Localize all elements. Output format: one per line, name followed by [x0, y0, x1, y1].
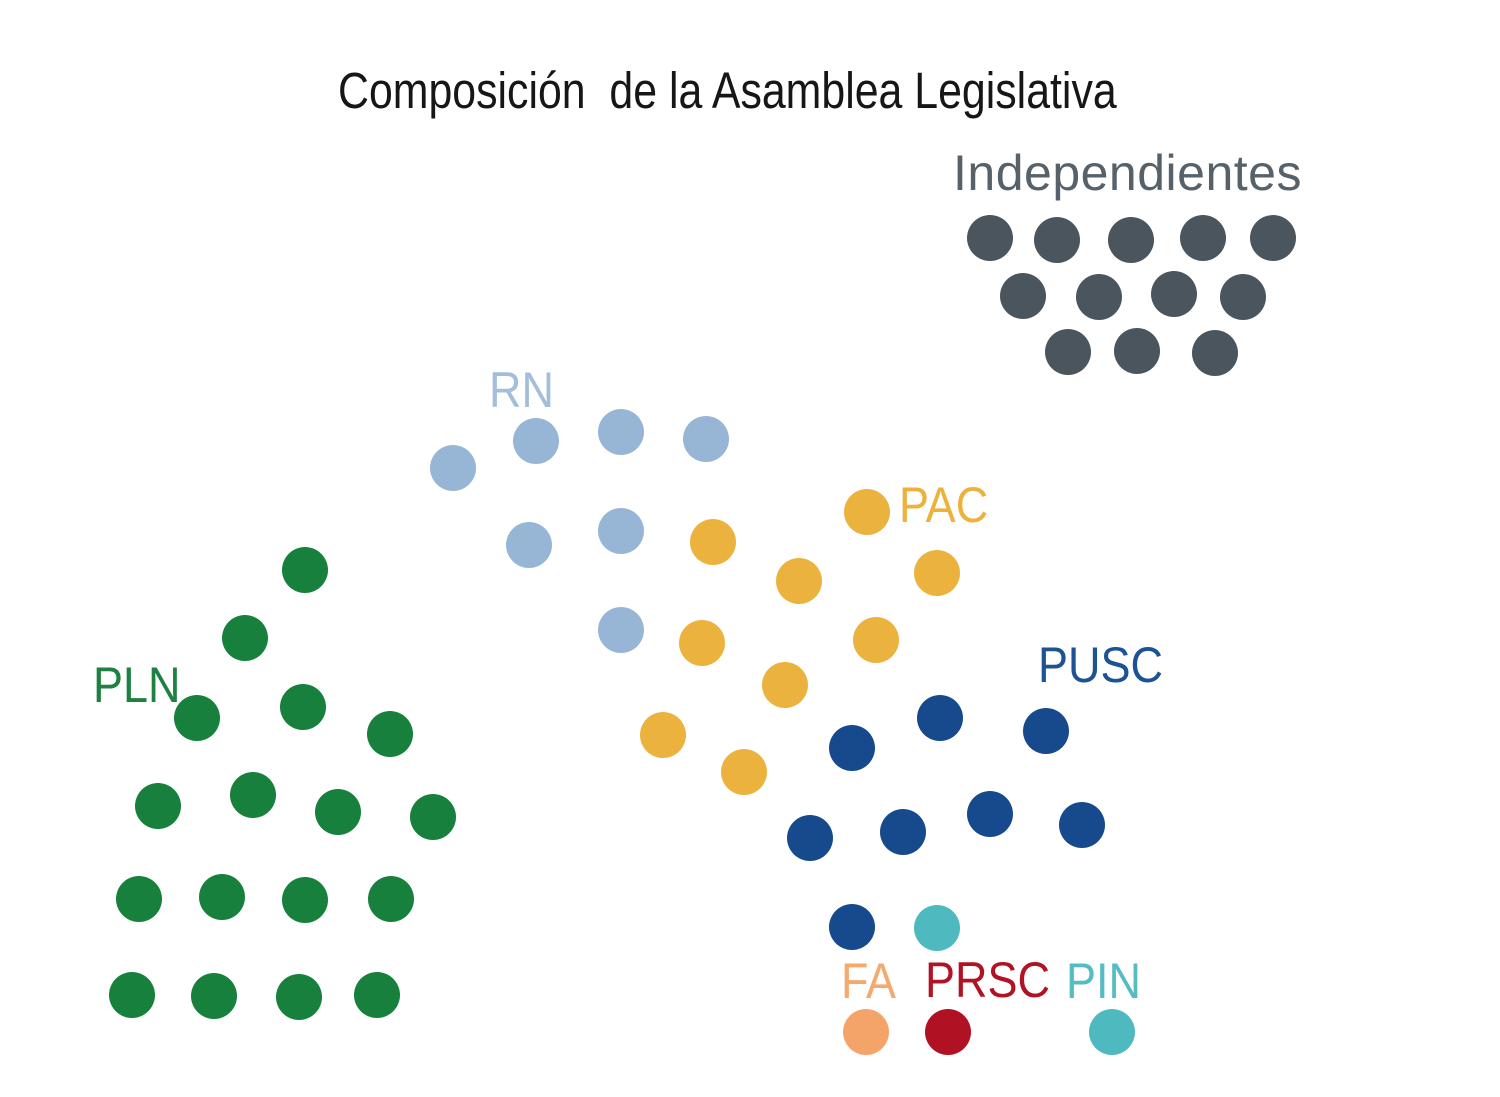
seat-dot-pac — [776, 558, 822, 604]
seat-dot-independientes — [1180, 215, 1226, 261]
seat-dot-pusc — [880, 809, 926, 855]
seat-dot-pac — [690, 519, 736, 565]
seat-dot-rn — [506, 522, 552, 568]
seat-dot-pln — [116, 876, 162, 922]
seat-dot-independientes — [1151, 271, 1197, 317]
seat-dot-rn — [598, 409, 644, 455]
seat-dot-independientes — [1192, 330, 1238, 376]
seat-dot-pac — [914, 550, 960, 596]
seat-dot-prsc — [925, 1009, 971, 1055]
seat-dot-pac — [762, 662, 808, 708]
seat-dot-pln — [230, 772, 276, 818]
seat-dot-rn — [513, 418, 559, 464]
seat-dot-pln — [222, 615, 268, 661]
seat-dot-pln — [276, 974, 322, 1020]
seat-dot-pln — [315, 789, 361, 835]
seat-dot-independientes — [1250, 215, 1296, 261]
seat-dot-pac — [721, 749, 767, 795]
seat-dot-pusc — [787, 815, 833, 861]
seat-dot-pac — [853, 617, 899, 663]
party-label-fa: FA — [841, 953, 897, 1009]
seat-dot-rn — [683, 416, 729, 462]
chart-title: Composición de la Asamblea Legislativa — [338, 62, 1117, 119]
seat-dot-pln — [410, 794, 456, 840]
seat-dot-rn — [598, 607, 644, 653]
seat-dot-pln — [280, 684, 326, 730]
party-label-pin: PIN — [1066, 953, 1142, 1009]
seat-dot-independientes — [1000, 273, 1046, 319]
seat-dot-independientes — [1108, 217, 1154, 263]
party-label-pln: PLN — [93, 657, 181, 713]
seat-dot-pln — [109, 972, 155, 1018]
seat-dot-pac — [679, 620, 725, 666]
party-label-pac: PAC — [899, 477, 989, 533]
seat-dot-pln — [367, 711, 413, 757]
seat-dot-pln — [199, 874, 245, 920]
seat-dot-pusc — [829, 904, 875, 950]
party-label-pusc: PUSC — [1038, 637, 1164, 693]
seat-dot-rn — [598, 508, 644, 554]
seat-dot-rn — [430, 445, 476, 491]
party-label-independientes: Independientes — [953, 145, 1302, 201]
seat-dot-pln — [135, 783, 181, 829]
seat-dot-pusc — [829, 725, 875, 771]
seat-dot-pusc — [917, 695, 963, 741]
seat-dot-pusc — [1059, 802, 1105, 848]
seat-dot-independientes — [1076, 274, 1122, 320]
seat-dot-pln — [191, 973, 237, 1019]
seat-dot-pln — [354, 972, 400, 1018]
seat-dot-independientes — [1114, 328, 1160, 374]
party-label-rn: RN — [489, 362, 554, 418]
seat-dot-pln — [282, 547, 328, 593]
seat-dot-pusc — [1023, 708, 1069, 754]
seat-dot-pln — [368, 876, 414, 922]
seat-dot-independientes — [1220, 274, 1266, 320]
seat-dot-pln — [174, 695, 220, 741]
seat-dot-pusc — [967, 791, 1013, 837]
seat-dot-independientes — [967, 215, 1013, 261]
seat-dot-independientes — [1034, 217, 1080, 263]
seat-dot-pln — [282, 877, 328, 923]
party-label-prsc: PRSC — [925, 952, 1051, 1008]
seat-dot-fa — [843, 1009, 889, 1055]
seat-dot-pin — [1089, 1009, 1135, 1055]
seat-dot-independientes — [1045, 329, 1091, 375]
seat-dot-pin — [914, 905, 960, 951]
seat-dot-pac — [844, 489, 890, 535]
seat-dot-pac — [640, 712, 686, 758]
